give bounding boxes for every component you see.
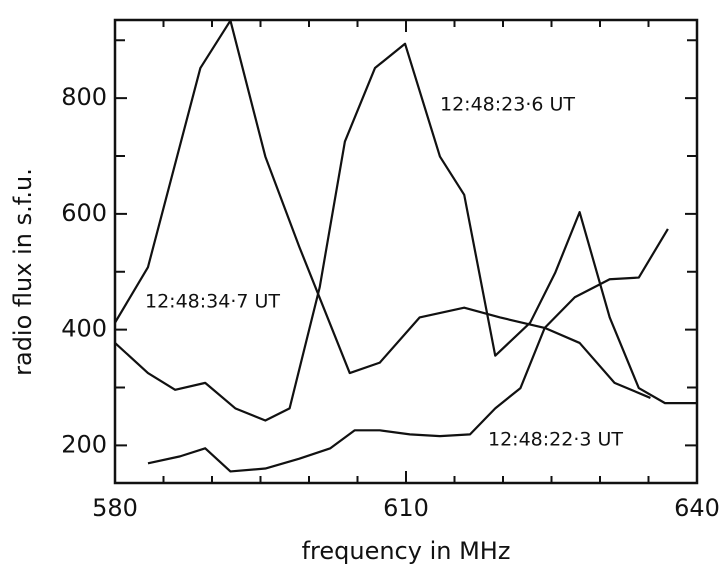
- data-line: [147, 228, 669, 473]
- data-line: [114, 19, 651, 399]
- x-tick-label: 580: [92, 494, 138, 522]
- series-label: 12:48:34·7 UT: [145, 291, 280, 313]
- y-tick-label: 600: [61, 199, 107, 227]
- y-tick-label: 200: [61, 430, 107, 458]
- x-axis-title: frequency in MHz: [302, 537, 511, 565]
- x-tick-label: 610: [383, 494, 429, 522]
- y-tick-label: 800: [61, 83, 107, 111]
- y-axis-title: radio flux in s.f.u.: [9, 168, 37, 376]
- y-tick-label: 400: [61, 315, 107, 343]
- x-tick-label: 640: [674, 494, 720, 522]
- data-line: [114, 42, 697, 422]
- plot-frame: [113, 18, 699, 485]
- series-label: 12:48:23·6 UT: [440, 94, 575, 116]
- series-label: 12:48:22·3 UT: [488, 429, 623, 451]
